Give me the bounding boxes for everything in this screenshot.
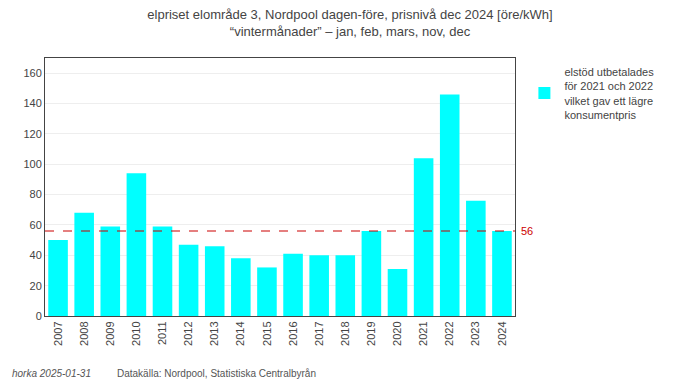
svg-text:2019: 2019 bbox=[365, 321, 377, 345]
svg-text:2022: 2022 bbox=[443, 321, 455, 345]
svg-text:20: 20 bbox=[30, 280, 42, 292]
svg-text:140: 140 bbox=[23, 97, 41, 109]
svg-text:40: 40 bbox=[30, 249, 42, 261]
svg-text:2013: 2013 bbox=[208, 321, 220, 345]
svg-text:2021: 2021 bbox=[417, 321, 429, 345]
svg-text:2010: 2010 bbox=[130, 321, 142, 345]
svg-text:2023: 2023 bbox=[469, 321, 481, 345]
svg-text:80: 80 bbox=[30, 188, 42, 200]
svg-text:60: 60 bbox=[30, 219, 42, 231]
svg-text:2024: 2024 bbox=[496, 321, 508, 345]
svg-text:2011: 2011 bbox=[156, 321, 168, 345]
svg-text:elstöd utbetaladesför 2021 och: elstöd utbetaladesför 2021 och 2022vilke… bbox=[564, 66, 654, 121]
svg-text:100: 100 bbox=[23, 158, 41, 170]
svg-text:horka 2025-01-31: horka 2025-01-31 bbox=[12, 368, 91, 379]
svg-text:56: 56 bbox=[521, 225, 533, 237]
svg-text:2020: 2020 bbox=[391, 321, 403, 345]
svg-text:2009: 2009 bbox=[104, 321, 116, 345]
svg-text:2017: 2017 bbox=[313, 321, 325, 345]
svg-text:elpriset elområde 3, Nordpool: elpriset elområde 3, Nordpool dagen-före… bbox=[147, 7, 552, 39]
svg-text:0: 0 bbox=[36, 310, 42, 322]
svg-text:2007: 2007 bbox=[52, 321, 64, 345]
svg-text:160: 160 bbox=[23, 67, 41, 79]
svg-text:2014: 2014 bbox=[234, 321, 246, 345]
svg-text:2012: 2012 bbox=[182, 321, 194, 345]
svg-text:2016: 2016 bbox=[287, 321, 299, 345]
svg-text:2015: 2015 bbox=[261, 321, 273, 345]
svg-text:120: 120 bbox=[23, 128, 41, 140]
svg-text:2008: 2008 bbox=[78, 321, 90, 345]
svg-text:Datakälla: Nordpool, Statistis: Datakälla: Nordpool, Statistiska Central… bbox=[117, 368, 316, 379]
svg-text:2018: 2018 bbox=[339, 321, 351, 345]
